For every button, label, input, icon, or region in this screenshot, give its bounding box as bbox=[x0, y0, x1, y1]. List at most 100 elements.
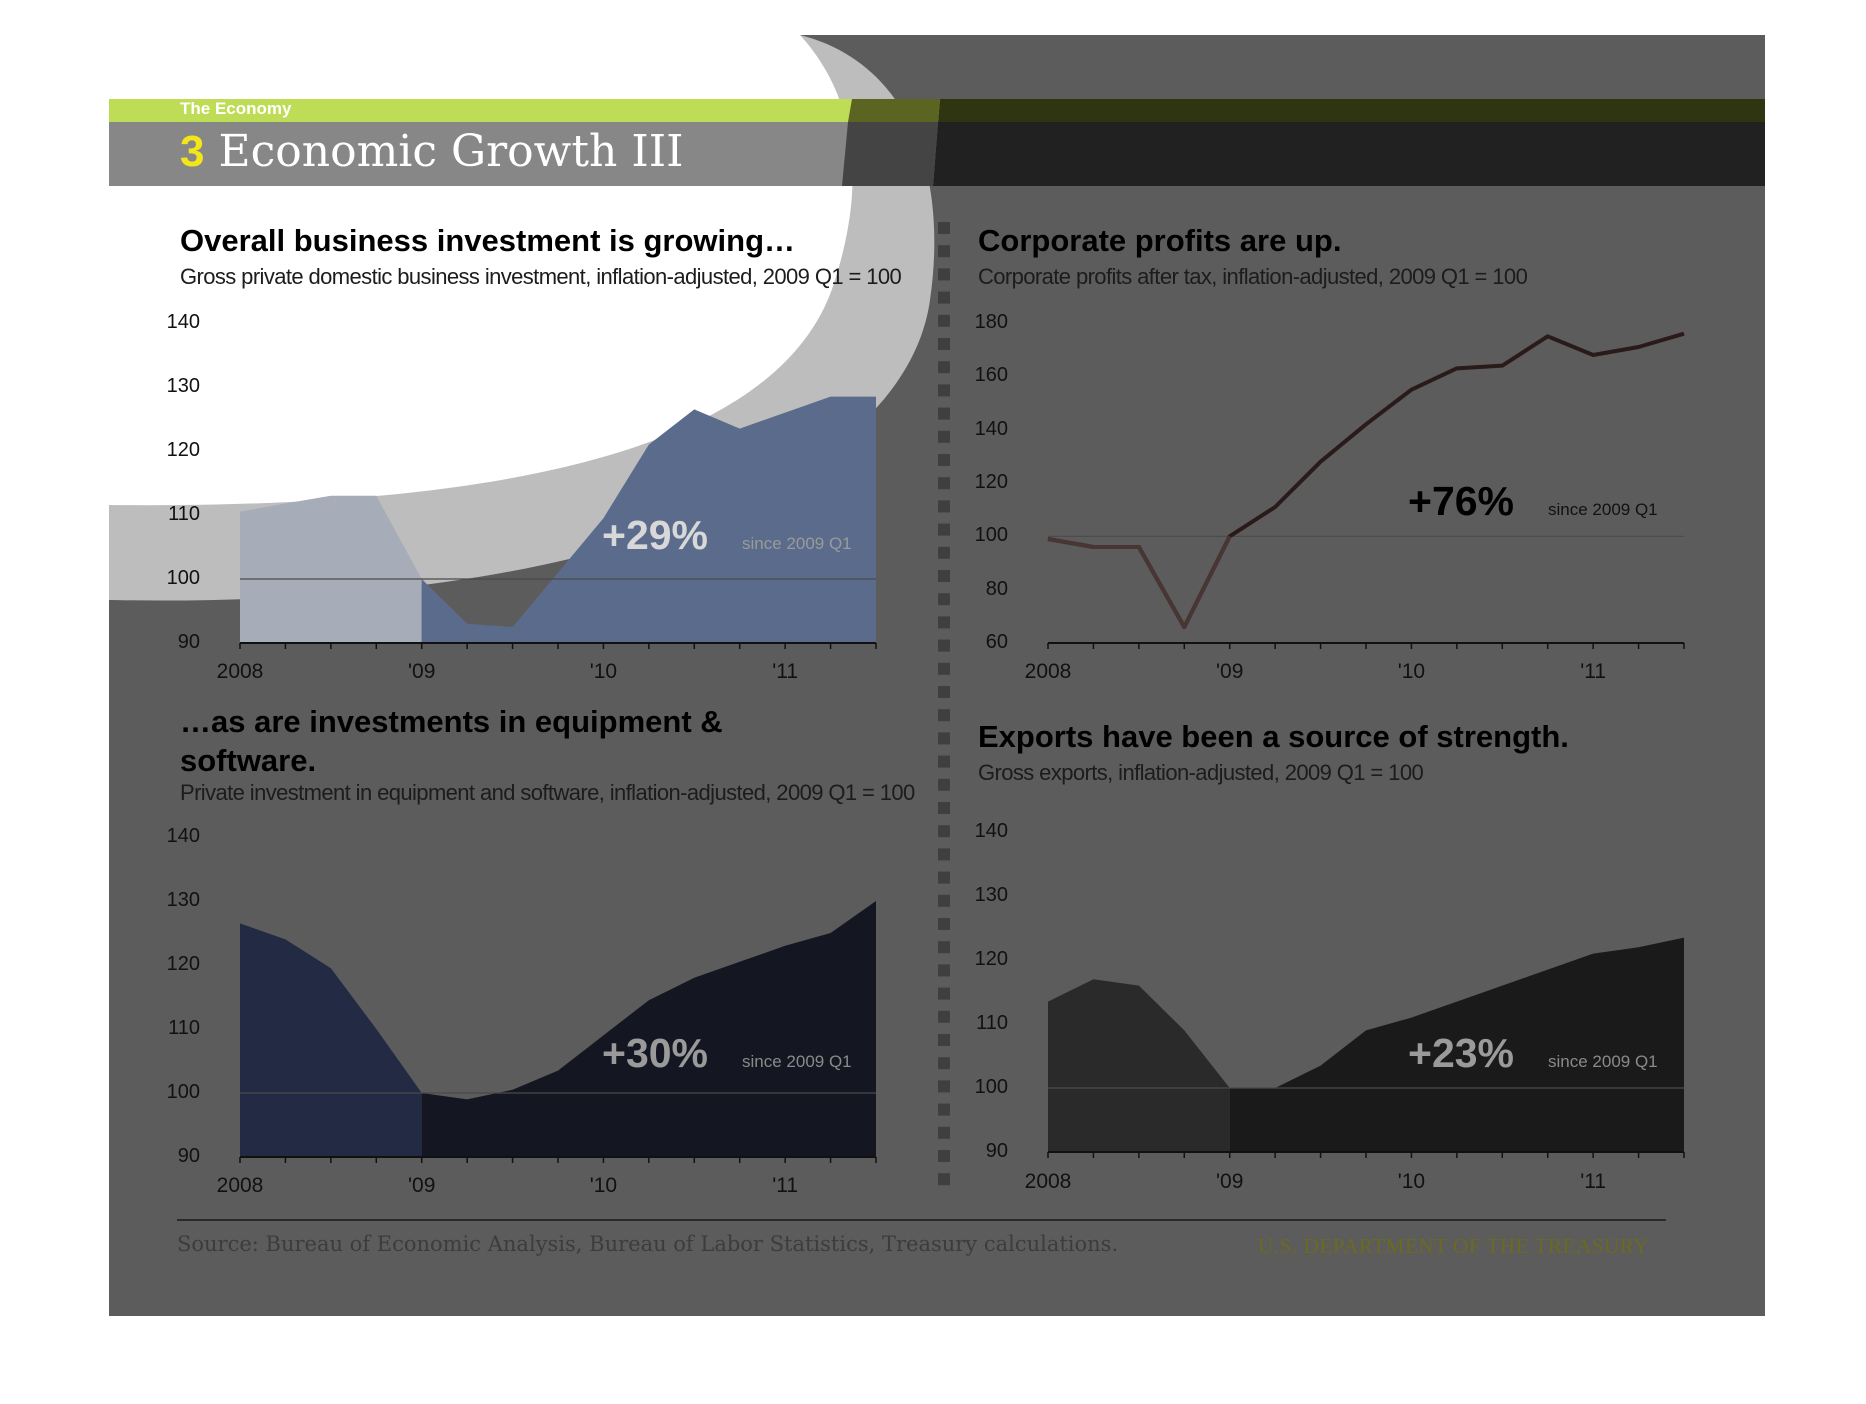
section-label: The Economy bbox=[180, 99, 292, 118]
callout-note: since 2009 Q1 bbox=[1548, 500, 1658, 519]
y-tick-label: 100 bbox=[166, 567, 200, 589]
area-pre-2009 bbox=[240, 495, 422, 643]
area-post-2009 bbox=[421, 396, 876, 643]
divider-dash bbox=[938, 802, 950, 814]
y-tick-label: 140 bbox=[166, 311, 200, 333]
y-tick-label: 130 bbox=[166, 889, 200, 911]
divider-dash bbox=[938, 825, 950, 838]
divider-dash bbox=[938, 1034, 950, 1046]
divider-dash bbox=[938, 1173, 950, 1186]
slide-number: 3 bbox=[180, 127, 205, 176]
divider-dash bbox=[938, 1010, 950, 1023]
x-tick-label: '10 bbox=[589, 660, 618, 683]
growth-callout: +23% bbox=[1408, 1030, 1515, 1076]
x-tick-label: '10 bbox=[1397, 1170, 1426, 1193]
department-name: U.S. DEPARTMENT OF THE TREASURY bbox=[1258, 1234, 1650, 1258]
y-tick-label: 110 bbox=[168, 1017, 200, 1039]
x-tick-label: '10 bbox=[589, 1174, 618, 1197]
divider-dash bbox=[938, 1103, 950, 1116]
chart-4 bbox=[1047, 937, 1685, 1158]
x-tick-label: 2008 bbox=[216, 1174, 264, 1197]
y-tick-label: 100 bbox=[974, 1076, 1008, 1098]
growth-callout: +30% bbox=[602, 1030, 709, 1076]
x-tick-label: '09 bbox=[408, 660, 436, 683]
y-tick-label: 130 bbox=[974, 884, 1008, 906]
x-tick-label: '11 bbox=[772, 660, 799, 683]
divider-dash bbox=[938, 709, 950, 722]
y-tick-label: 140 bbox=[974, 417, 1008, 440]
divider-dash bbox=[938, 523, 950, 536]
title-bar-mid bbox=[842, 122, 938, 186]
chart-3 bbox=[239, 901, 877, 1163]
divider-dash bbox=[938, 546, 950, 559]
y-tick-label: 90 bbox=[985, 1140, 1008, 1162]
divider-dash bbox=[938, 407, 950, 420]
divider-dash bbox=[938, 291, 950, 304]
divider-dash bbox=[938, 338, 950, 350]
x-tick-label: 2008 bbox=[1024, 660, 1072, 683]
area-post-2009 bbox=[1229, 937, 1684, 1152]
panel-4-title: Exports have been a source of strength. bbox=[978, 719, 1569, 754]
divider-dash bbox=[938, 593, 950, 606]
profits-line-pre-2009 bbox=[1047, 535, 1232, 629]
section-bar-mid bbox=[848, 99, 940, 122]
y-tick-label: 140 bbox=[974, 820, 1008, 842]
divider-dash bbox=[938, 1080, 950, 1093]
divider-dash bbox=[938, 268, 950, 281]
divider-dash bbox=[938, 1126, 950, 1139]
divider-dash bbox=[938, 755, 950, 768]
divider-dash bbox=[938, 314, 950, 327]
y-tick-label: 110 bbox=[976, 1012, 1008, 1034]
divider-dash bbox=[938, 500, 950, 513]
growth-callout: +29% bbox=[602, 512, 709, 558]
section-bar-light bbox=[109, 99, 940, 122]
x-tick-label: '11 bbox=[772, 1174, 799, 1197]
y-tick-label: 110 bbox=[168, 503, 200, 525]
divider-dash bbox=[938, 430, 950, 443]
x-tick-label: 2008 bbox=[1024, 1170, 1072, 1193]
y-tick-label: 90 bbox=[177, 1145, 200, 1167]
divider-dash bbox=[938, 639, 950, 652]
panel-divider bbox=[938, 222, 950, 1186]
chart-2 bbox=[1047, 331, 1685, 649]
divider-dash bbox=[938, 222, 950, 234]
y-tick-label: 180 bbox=[974, 311, 1008, 333]
divider-dash bbox=[938, 686, 950, 698]
x-tick-label: 2008 bbox=[216, 660, 264, 683]
divider-dash bbox=[938, 477, 950, 490]
y-tick-label: 100 bbox=[166, 1081, 200, 1103]
divider-dash bbox=[938, 454, 950, 466]
y-tick-label: 130 bbox=[166, 375, 200, 397]
divider-dash bbox=[938, 662, 950, 675]
x-tick-label: '09 bbox=[1216, 660, 1244, 683]
y-tick-label: 120 bbox=[166, 439, 200, 461]
source-note: Source: Bureau of Economic Analysis, Bur… bbox=[177, 1232, 1119, 1256]
divider-dash bbox=[938, 1057, 950, 1070]
y-tick-label: 120 bbox=[974, 948, 1008, 970]
callout-note: since 2009 Q1 bbox=[1548, 1052, 1658, 1071]
divider-dash bbox=[938, 987, 950, 1000]
divider-dash bbox=[938, 848, 950, 861]
x-tick-label: '11 bbox=[1580, 660, 1607, 683]
y-tick-label: 90 bbox=[177, 631, 200, 653]
panel-3-title: …as are investments in equipment & softw… bbox=[180, 704, 723, 778]
divider-dash bbox=[938, 918, 950, 930]
panel-1-subtitle: Gross private domestic business investme… bbox=[180, 264, 902, 289]
panel-4-subtitle: Gross exports, inflation-adjusted, 2009 … bbox=[978, 760, 1424, 785]
panel-2-subtitle: Corporate profits after tax, inflation-a… bbox=[978, 264, 1528, 289]
area-pre-2009 bbox=[240, 923, 422, 1157]
divider-dash bbox=[938, 894, 950, 907]
x-tick-label: '11 bbox=[1580, 1170, 1607, 1193]
callout-note: since 2009 Q1 bbox=[742, 534, 852, 553]
panel-1-title: Overall business investment is growing… bbox=[180, 223, 796, 258]
y-tick-label: 120 bbox=[974, 471, 1008, 493]
divider-dash bbox=[938, 361, 950, 374]
y-tick-label: 60 bbox=[985, 631, 1008, 653]
callout-note: since 2009 Q1 bbox=[742, 1052, 852, 1071]
y-tick-label: 160 bbox=[974, 364, 1008, 387]
slide-title-text: Economic Growth III bbox=[218, 126, 684, 177]
y-tick-label: 80 bbox=[985, 577, 1008, 600]
title-bar-light bbox=[109, 122, 938, 186]
chart-1 bbox=[239, 396, 877, 649]
